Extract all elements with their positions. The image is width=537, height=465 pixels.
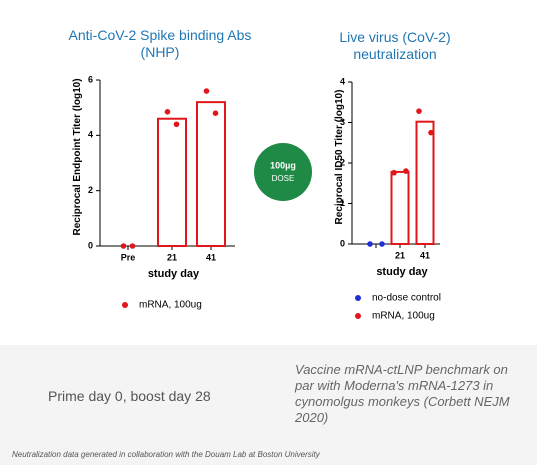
benchmark-text: Vaccine mRNA-ctLNP benchmark on par with… <box>295 362 510 425</box>
data-point <box>367 241 373 247</box>
data-point <box>428 129 434 136</box>
dose-badge <box>254 143 312 201</box>
y-tick-label: 4 <box>340 76 345 86</box>
y-tick-label: 2 <box>340 157 345 167</box>
x-tick-label: 41 <box>420 250 430 260</box>
data-point <box>403 168 409 174</box>
y-tick-label: 4 <box>88 130 93 140</box>
data-point <box>203 88 210 94</box>
y-axis-label: Reciprocal ID50 Titer (log10) <box>334 89 345 225</box>
legend-label: no-dose control <box>372 293 441 304</box>
bar <box>196 101 226 247</box>
legend-marker <box>355 295 361 301</box>
schedule-text: Prime day 0, boost day 28 <box>48 388 211 404</box>
x-axis-label: study day <box>376 266 428 278</box>
x-tick-label: 21 <box>395 250 405 260</box>
data-point <box>129 243 136 249</box>
y-tick-label: 0 <box>340 238 345 248</box>
legend-marker <box>355 313 361 319</box>
data-point <box>120 243 127 249</box>
data-point <box>212 110 219 116</box>
bar <box>390 170 410 245</box>
y-tick-label: 1 <box>340 198 345 208</box>
chart-title: Anti-CoV-2 Spike binding Abs (NHP) <box>68 27 252 60</box>
legend-label: mRNA, 100ug <box>139 300 202 311</box>
x-axis-label: study day <box>148 268 200 280</box>
data-point <box>173 121 180 128</box>
data-point <box>379 241 385 247</box>
data-point <box>391 169 397 176</box>
data-point <box>416 108 422 114</box>
y-axis-label: Reciprocal Endpoint Titer (log10) <box>72 78 83 236</box>
badge-text: 100µg <box>270 160 296 170</box>
x-tick-label: 41 <box>206 252 216 262</box>
bar <box>157 117 187 247</box>
x-tick-label: Pre <box>121 252 136 262</box>
y-tick-label: 2 <box>88 185 93 195</box>
chart-title: Live virus (CoV-2) neutralization <box>339 29 451 62</box>
footnote: Neutralization data generated in collabo… <box>12 450 320 459</box>
y-tick-label: 6 <box>88 74 93 84</box>
x-tick-label: 21 <box>167 252 177 262</box>
data-point <box>164 109 171 115</box>
badge-text: DOSE <box>272 174 295 183</box>
legend-marker <box>122 302 128 308</box>
y-tick-label: 3 <box>340 117 345 127</box>
y-tick-label: 0 <box>88 240 93 250</box>
legend-label: mRNA, 100ug <box>372 311 435 322</box>
bar <box>415 120 435 245</box>
